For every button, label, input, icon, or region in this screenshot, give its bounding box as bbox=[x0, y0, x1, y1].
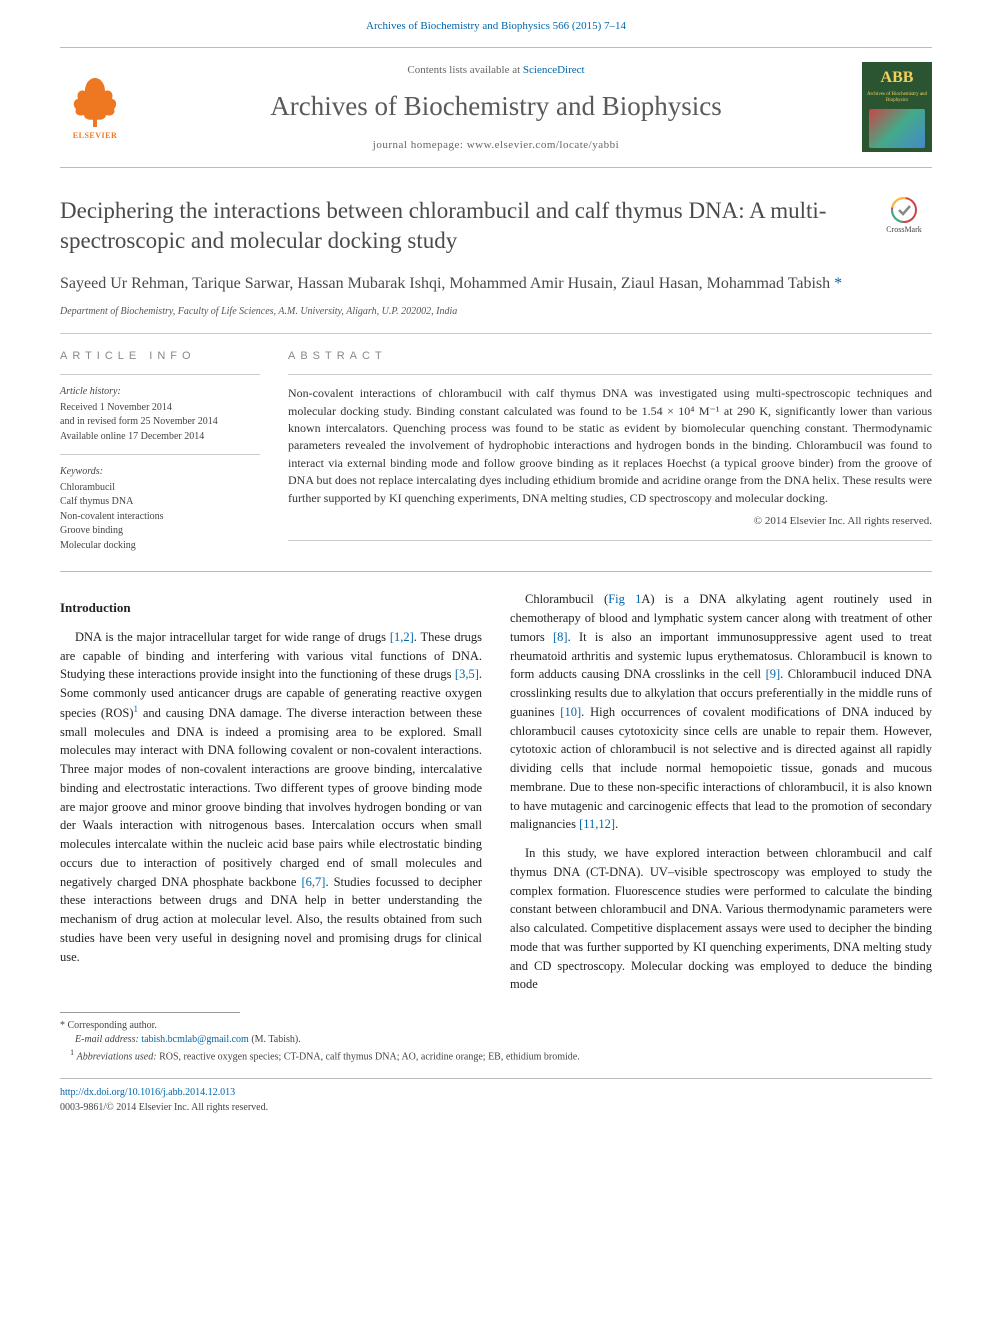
elsevier-tree-icon bbox=[70, 73, 120, 128]
doi-link[interactable]: http://dx.doi.org/10.1016/j.abb.2014.12.… bbox=[60, 1087, 235, 1098]
homepage-url: www.elsevier.com/locate/yabbi bbox=[467, 139, 619, 151]
body-columns: Introduction DNA is the major intracellu… bbox=[0, 590, 992, 994]
homepage-prefix: journal homepage: bbox=[373, 139, 467, 151]
footnote-number: 1 bbox=[70, 1048, 74, 1057]
abbreviations-note: 1 Abbreviations used: ROS, reactive oxyg… bbox=[60, 1047, 932, 1064]
cover-abb: ABB bbox=[881, 66, 914, 90]
cover-image-icon bbox=[869, 109, 925, 148]
info-hr-2 bbox=[60, 454, 260, 455]
history-label: Article history: bbox=[60, 385, 260, 400]
section-heading-intro: Introduction bbox=[60, 598, 482, 618]
ref-link[interactable]: [1,2] bbox=[390, 630, 414, 644]
footer-bar: http://dx.doi.org/10.1016/j.abb.2014.12.… bbox=[60, 1078, 932, 1139]
body-text: Chlorambucil ( bbox=[525, 592, 608, 606]
crossmark-badge[interactable]: CrossMark bbox=[876, 196, 932, 236]
keyword-item: Non-covalent interactions bbox=[60, 510, 260, 525]
ref-link[interactable]: [3,5] bbox=[455, 667, 479, 681]
intro-paragraph-3: In this study, we have explored interact… bbox=[510, 844, 932, 994]
journal-name: Archives of Biochemistry and Biophysics bbox=[146, 86, 846, 127]
article-history-block: Article history: Received 1 November 201… bbox=[60, 385, 260, 444]
crossmark-icon bbox=[890, 196, 918, 224]
body-text: . bbox=[615, 817, 618, 831]
homepage-line: journal homepage: www.elsevier.com/locat… bbox=[146, 137, 846, 154]
figure-link[interactable]: Fig 1 bbox=[608, 592, 641, 606]
citation-link[interactable]: Archives of Biochemistry and Biophysics … bbox=[366, 20, 626, 32]
info-abstract-row: ARTICLE INFO Article history: Received 1… bbox=[60, 348, 932, 554]
authors: Sayeed Ur Rehman, Tarique Sarwar, Hassan… bbox=[60, 272, 932, 296]
info-hr-1 bbox=[60, 374, 260, 375]
authors-list: Sayeed Ur Rehman, Tarique Sarwar, Hassan… bbox=[60, 275, 830, 292]
abbrev-label: Abbreviations used: bbox=[77, 1051, 157, 1062]
corresponding-author-note: * Corresponding author. bbox=[60, 1019, 932, 1033]
elsevier-logo: ELSEVIER bbox=[60, 67, 130, 147]
abbrev-text: ROS, reactive oxygen species; CT-DNA, ca… bbox=[157, 1051, 580, 1062]
body-rule bbox=[60, 571, 932, 572]
sciencedirect-link[interactable]: ScienceDirect bbox=[523, 64, 585, 76]
footnote-rule bbox=[60, 1012, 240, 1013]
ref-link[interactable]: [9] bbox=[766, 667, 781, 681]
ref-link[interactable]: [6,7] bbox=[302, 875, 326, 889]
journal-header-bar: ELSEVIER Contents lists available at Sci… bbox=[0, 48, 992, 164]
keyword-item: Chlorambucil bbox=[60, 481, 260, 496]
abstract-header: ABSTRACT bbox=[288, 348, 932, 365]
article-info-col: ARTICLE INFO Article history: Received 1… bbox=[60, 348, 260, 554]
keywords-block: Keywords: Chlorambucil Calf thymus DNA N… bbox=[60, 465, 260, 553]
abstract-text: Non-covalent interactions of chlorambuci… bbox=[288, 385, 932, 507]
abstract-col: ABSTRACT Non-covalent interactions of ch… bbox=[288, 348, 932, 554]
footnotes: * Corresponding author. E-mail address: … bbox=[0, 1012, 992, 1072]
body-text: DNA is the major intracellular target fo… bbox=[75, 630, 390, 644]
abstract-hr-bot bbox=[288, 540, 932, 541]
keywords-label: Keywords: bbox=[60, 465, 260, 480]
corresponding-star-icon: * bbox=[830, 275, 842, 292]
header-center: Contents lists available at ScienceDirec… bbox=[146, 62, 846, 154]
abstract-hr-top bbox=[288, 374, 932, 375]
intro-paragraph-2: Chlorambucil (Fig 1A) is a DNA alkylatin… bbox=[510, 590, 932, 834]
article-title: Deciphering the interactions between chl… bbox=[60, 196, 860, 256]
email-label: E-mail address: bbox=[75, 1034, 141, 1045]
contents-line: Contents lists available at ScienceDirec… bbox=[146, 62, 846, 79]
email-note: E-mail address: tabish.bcmlab@gmail.com … bbox=[60, 1033, 932, 1047]
email-link[interactable]: tabish.bcmlab@gmail.com bbox=[141, 1034, 249, 1045]
keyword-item: Groove binding bbox=[60, 524, 260, 539]
ref-link[interactable]: [10] bbox=[560, 705, 581, 719]
abstract-copyright: © 2014 Elsevier Inc. All rights reserved… bbox=[288, 513, 932, 530]
contents-prefix: Contents lists available at bbox=[407, 64, 522, 76]
cover-subtitle: Archives of Biochemistry and Biophysics bbox=[866, 92, 928, 103]
elsevier-name: ELSEVIER bbox=[73, 130, 117, 142]
crossmark-label: CrossMark bbox=[886, 224, 922, 236]
keyword-item: Molecular docking bbox=[60, 539, 260, 554]
info-rule-top bbox=[60, 333, 932, 334]
ref-link[interactable]: [8] bbox=[553, 630, 568, 644]
issn-copyright: 0003-9861/© 2014 Elsevier Inc. All right… bbox=[60, 1102, 268, 1113]
history-line: and in revised form 25 November 2014 bbox=[60, 415, 260, 430]
body-text: . High occurrences of covalent modificat… bbox=[510, 705, 932, 832]
body-text: In this study, we have explored interact… bbox=[510, 846, 932, 991]
email-name: (M. Tabish). bbox=[249, 1034, 301, 1045]
ref-link[interactable]: [11,12] bbox=[579, 817, 615, 831]
body-text: and causing DNA damage. The diverse inte… bbox=[60, 706, 482, 889]
title-row: Deciphering the interactions between chl… bbox=[60, 196, 932, 256]
keyword-item: Calf thymus DNA bbox=[60, 495, 260, 510]
intro-paragraph-1: DNA is the major intracellular target fo… bbox=[60, 628, 482, 967]
article-info-header: ARTICLE INFO bbox=[60, 348, 260, 365]
journal-cover-thumb: ABB Archives of Biochemistry and Biophys… bbox=[862, 62, 932, 152]
history-line: Received 1 November 2014 bbox=[60, 401, 260, 416]
history-line: Available online 17 December 2014 bbox=[60, 430, 260, 445]
citation-header: Archives of Biochemistry and Biophysics … bbox=[0, 0, 992, 47]
affiliation: Department of Biochemistry, Faculty of L… bbox=[60, 304, 932, 319]
article-main: Deciphering the interactions between chl… bbox=[0, 168, 992, 553]
